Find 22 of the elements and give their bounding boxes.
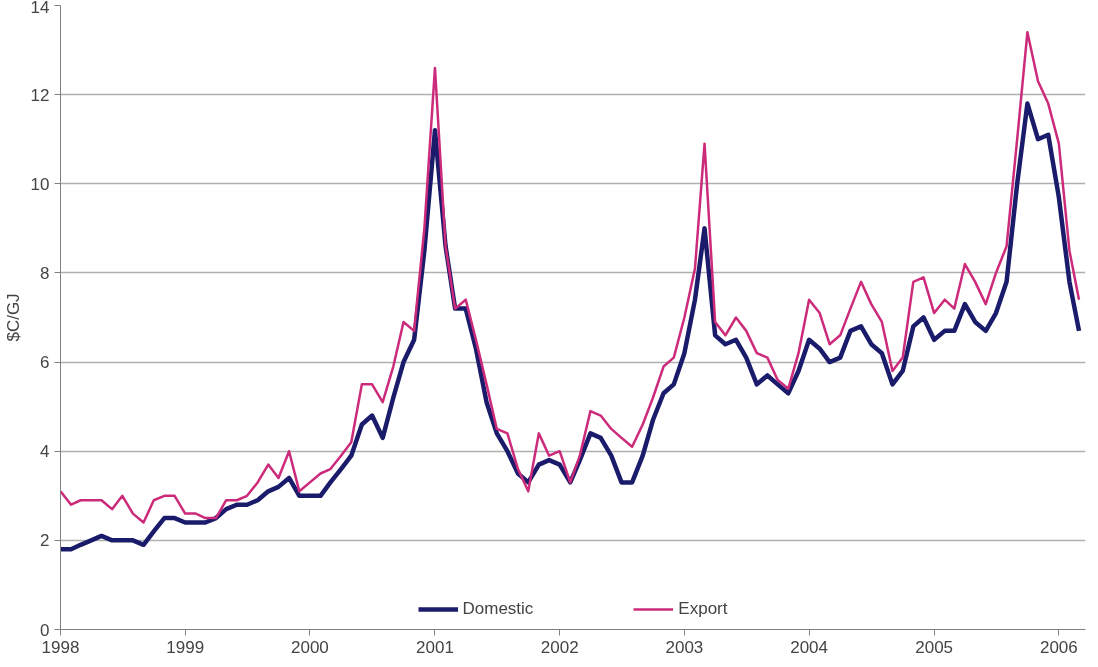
x-tick-label: 2006 <box>1039 637 1078 657</box>
y-tick-label: 10 <box>30 174 50 194</box>
y-tick-label: 8 <box>40 263 50 283</box>
x-tick-label: 1999 <box>166 637 205 657</box>
x-tick-label: 2003 <box>665 637 704 657</box>
line-series <box>60 101 1082 552</box>
legend-label: Export <box>678 599 728 619</box>
x-tick-label: 2002 <box>540 637 579 657</box>
y-tick-label: 0 <box>40 620 50 640</box>
x-tick-label: 2001 <box>416 637 454 657</box>
y-tick-label: 4 <box>40 442 50 462</box>
legend-label: Domestic <box>462 599 534 619</box>
line-series <box>60 30 1081 524</box>
y-tick-label: 14 <box>30 0 50 17</box>
y-tick-label: 2 <box>40 531 50 551</box>
x-tick-label: 2000 <box>291 637 329 657</box>
x-tick-label: 2005 <box>915 637 954 657</box>
y-tick-label: 6 <box>40 353 50 373</box>
x-tick-label: 2004 <box>790 637 829 657</box>
y-axis-title: $C/GJ <box>3 293 23 342</box>
x-tick-label: 1998 <box>41 637 80 657</box>
y-tick-label: 12 <box>30 85 50 105</box>
